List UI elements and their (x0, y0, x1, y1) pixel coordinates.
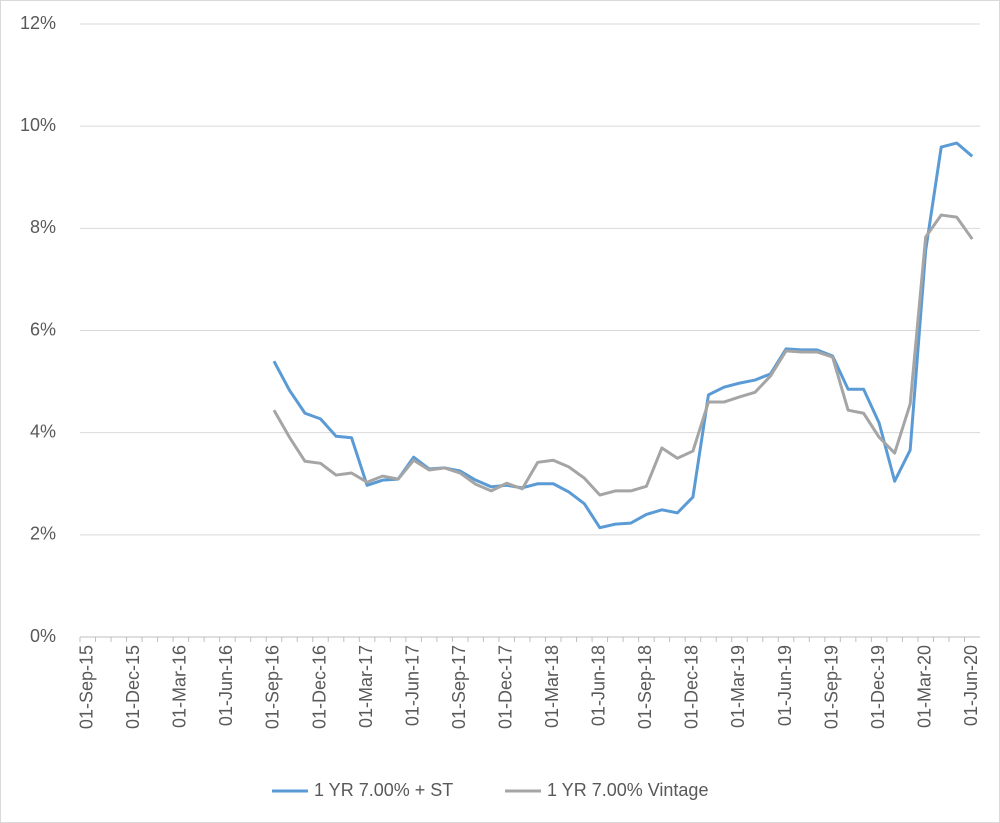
x-tick-label: 01-Dec-16 (309, 645, 329, 729)
x-tick-label: 01-Dec-19 (868, 645, 888, 729)
x-tick-label: 01-Sep-18 (635, 645, 655, 729)
series-line (272, 141, 974, 530)
y-tick-label: 8% (30, 217, 56, 237)
x-tick-label: 01-Sep-15 (77, 645, 97, 729)
x-tick-label: 01-Jun-18 (589, 645, 609, 726)
y-tick-label: 6% (30, 319, 56, 339)
x-tick-label: 01-Dec-18 (682, 645, 702, 729)
x-tick-label: 01-Jun-20 (961, 645, 981, 726)
legend-label: 1 YR 7.00% + ST (314, 780, 453, 800)
y-tick-label: 2% (30, 524, 56, 544)
x-tick-label: 01-Jun-16 (216, 645, 236, 726)
x-tick-label: 01-Sep-16 (263, 645, 283, 729)
x-tick-label: 01-Sep-17 (449, 645, 469, 729)
x-tick-label: 01-Dec-15 (123, 645, 143, 729)
legend-label: 1 YR 7.00% Vintage (547, 780, 708, 800)
y-tick-label: 4% (30, 421, 56, 441)
y-tick-label: 12% (20, 13, 56, 33)
x-tick-label: 01-Jun-19 (775, 645, 795, 726)
y-tick-label: 0% (30, 626, 56, 646)
series-line (272, 213, 974, 497)
x-tick-label: 01-Mar-16 (170, 645, 190, 728)
x-tick-label: 01-Sep-19 (821, 645, 841, 729)
x-tick-label: 01-Dec-17 (495, 645, 515, 729)
x-tick-label: 01-Mar-20 (914, 645, 934, 728)
y-tick-label: 10% (20, 115, 56, 135)
x-tick-label: 01-Jun-17 (402, 645, 422, 726)
x-tick-label: 01-Mar-19 (728, 645, 748, 728)
x-tick-label: 01-Mar-18 (542, 645, 562, 728)
x-tick-label: 01-Mar-17 (356, 645, 376, 728)
